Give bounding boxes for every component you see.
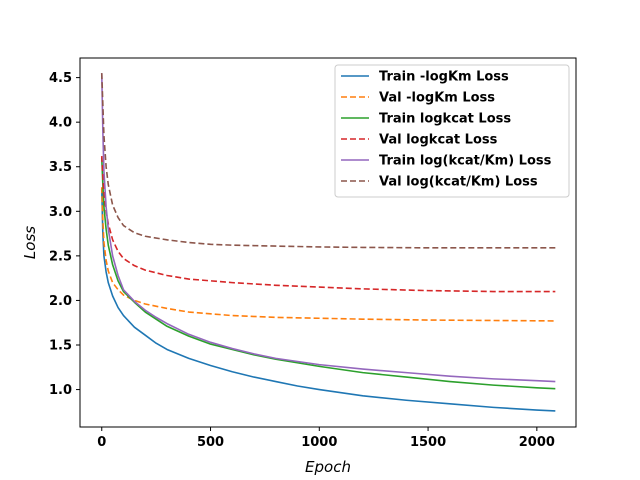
x-tick-label: 2000 <box>519 435 555 450</box>
x-axis: 0 500 1000 1500 2000 <box>97 427 555 450</box>
x-tick-label: 1500 <box>410 435 446 450</box>
legend: Train -logKm Loss Val -logKm Loss Train lo… <box>334 64 570 198</box>
x-axis-title: Epoch <box>305 458 351 476</box>
plot-lines <box>100 73 556 412</box>
x-tick-label: 0 <box>97 435 106 450</box>
y-tick-label: 2.5 <box>49 249 72 264</box>
legend-label: Train log(kcat/Km) Loss <box>379 154 552 169</box>
x-tick-label: 1000 <box>301 435 337 450</box>
legend-label: Val logkcat Loss <box>379 133 498 148</box>
legend-label: Val log(kcat/Km) Loss <box>379 175 538 190</box>
legend-label: Train -logKm Loss <box>379 70 509 85</box>
y-tick-label: 3.0 <box>49 205 72 220</box>
y-axis-title: Loss <box>21 226 39 259</box>
y-tick-label: 4.0 <box>49 116 72 131</box>
x-tick-label: 500 <box>197 435 224 450</box>
plot-frame <box>79 57 577 428</box>
legend-label: Train logkcat Loss <box>379 112 511 127</box>
series-line-6 <box>100 73 556 249</box>
legend-box <box>334 64 570 198</box>
series-line-3 <box>100 157 556 390</box>
y-tick-label: 2.0 <box>49 294 72 309</box>
series-line-2 <box>100 187 556 322</box>
y-axis: 1.0 1.5 2.0 2.5 3.0 3.5 4.0 4.5 <box>49 71 80 398</box>
y-tick-label: 1.0 <box>49 383 72 398</box>
legend-label: Val -logKm Loss <box>379 91 495 106</box>
series-line-1 <box>100 189 556 412</box>
series-line-5 <box>100 73 556 383</box>
y-tick-label: 1.5 <box>49 339 72 354</box>
y-tick-label: 3.5 <box>49 160 72 175</box>
y-tick-label: 4.5 <box>49 71 72 86</box>
